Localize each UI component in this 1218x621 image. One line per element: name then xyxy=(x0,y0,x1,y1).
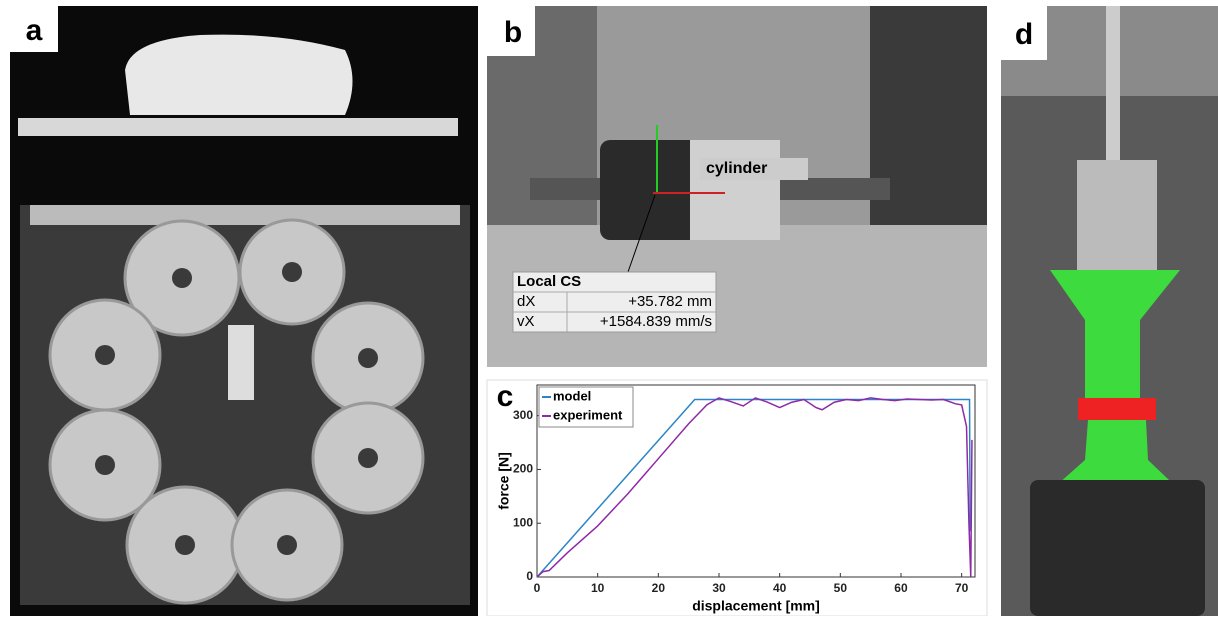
legend-box xyxy=(538,386,634,428)
chart: 0 100 200 300 0 10 20 30 40 50 60 70 displacement [m… xyxy=(496,384,976,614)
x-axis-label: displacement [mm] xyxy=(692,598,820,614)
x-tick-label: 30 xyxy=(712,581,726,595)
y-tick-label: 0 xyxy=(526,569,533,583)
x-tick-label: 60 xyxy=(894,581,908,595)
photo-a: a xyxy=(10,6,478,616)
y-tick-label: 300 xyxy=(513,408,533,422)
y-axis-label: force [N] xyxy=(496,452,512,510)
legend-label: model xyxy=(553,388,591,403)
panel-label: d xyxy=(1015,18,1033,51)
x-tick-label: 70 xyxy=(955,581,969,595)
line xyxy=(536,397,973,578)
panel-label: b xyxy=(504,16,522,49)
x-tick-label: 50 xyxy=(834,581,848,595)
photo-b: cylinder Local CS dX +35.782 mm vX +1584… xyxy=(487,6,987,367)
overlay-label: cylinder xyxy=(706,160,767,177)
panel-label: c xyxy=(497,380,514,413)
line xyxy=(536,398,971,578)
table-cell: +1584.839 mm/s xyxy=(600,313,712,330)
x-tick-label: 10 xyxy=(591,581,605,595)
table-cell: +35.782 mm xyxy=(628,293,712,310)
legend-label: experiment xyxy=(553,407,623,422)
table-title: Local CS xyxy=(517,273,581,290)
photo-d: d xyxy=(1001,6,1218,616)
x-tick-label: 40 xyxy=(773,581,787,595)
y-tick-label: 100 xyxy=(513,515,533,529)
x-tick-label: 0 xyxy=(534,581,541,595)
panel-label: a xyxy=(26,14,43,47)
x-tick-label: 20 xyxy=(652,581,666,595)
y-tick-label: 200 xyxy=(513,462,533,476)
table-cell: dX xyxy=(517,293,535,310)
table-cell: vX xyxy=(517,313,535,330)
